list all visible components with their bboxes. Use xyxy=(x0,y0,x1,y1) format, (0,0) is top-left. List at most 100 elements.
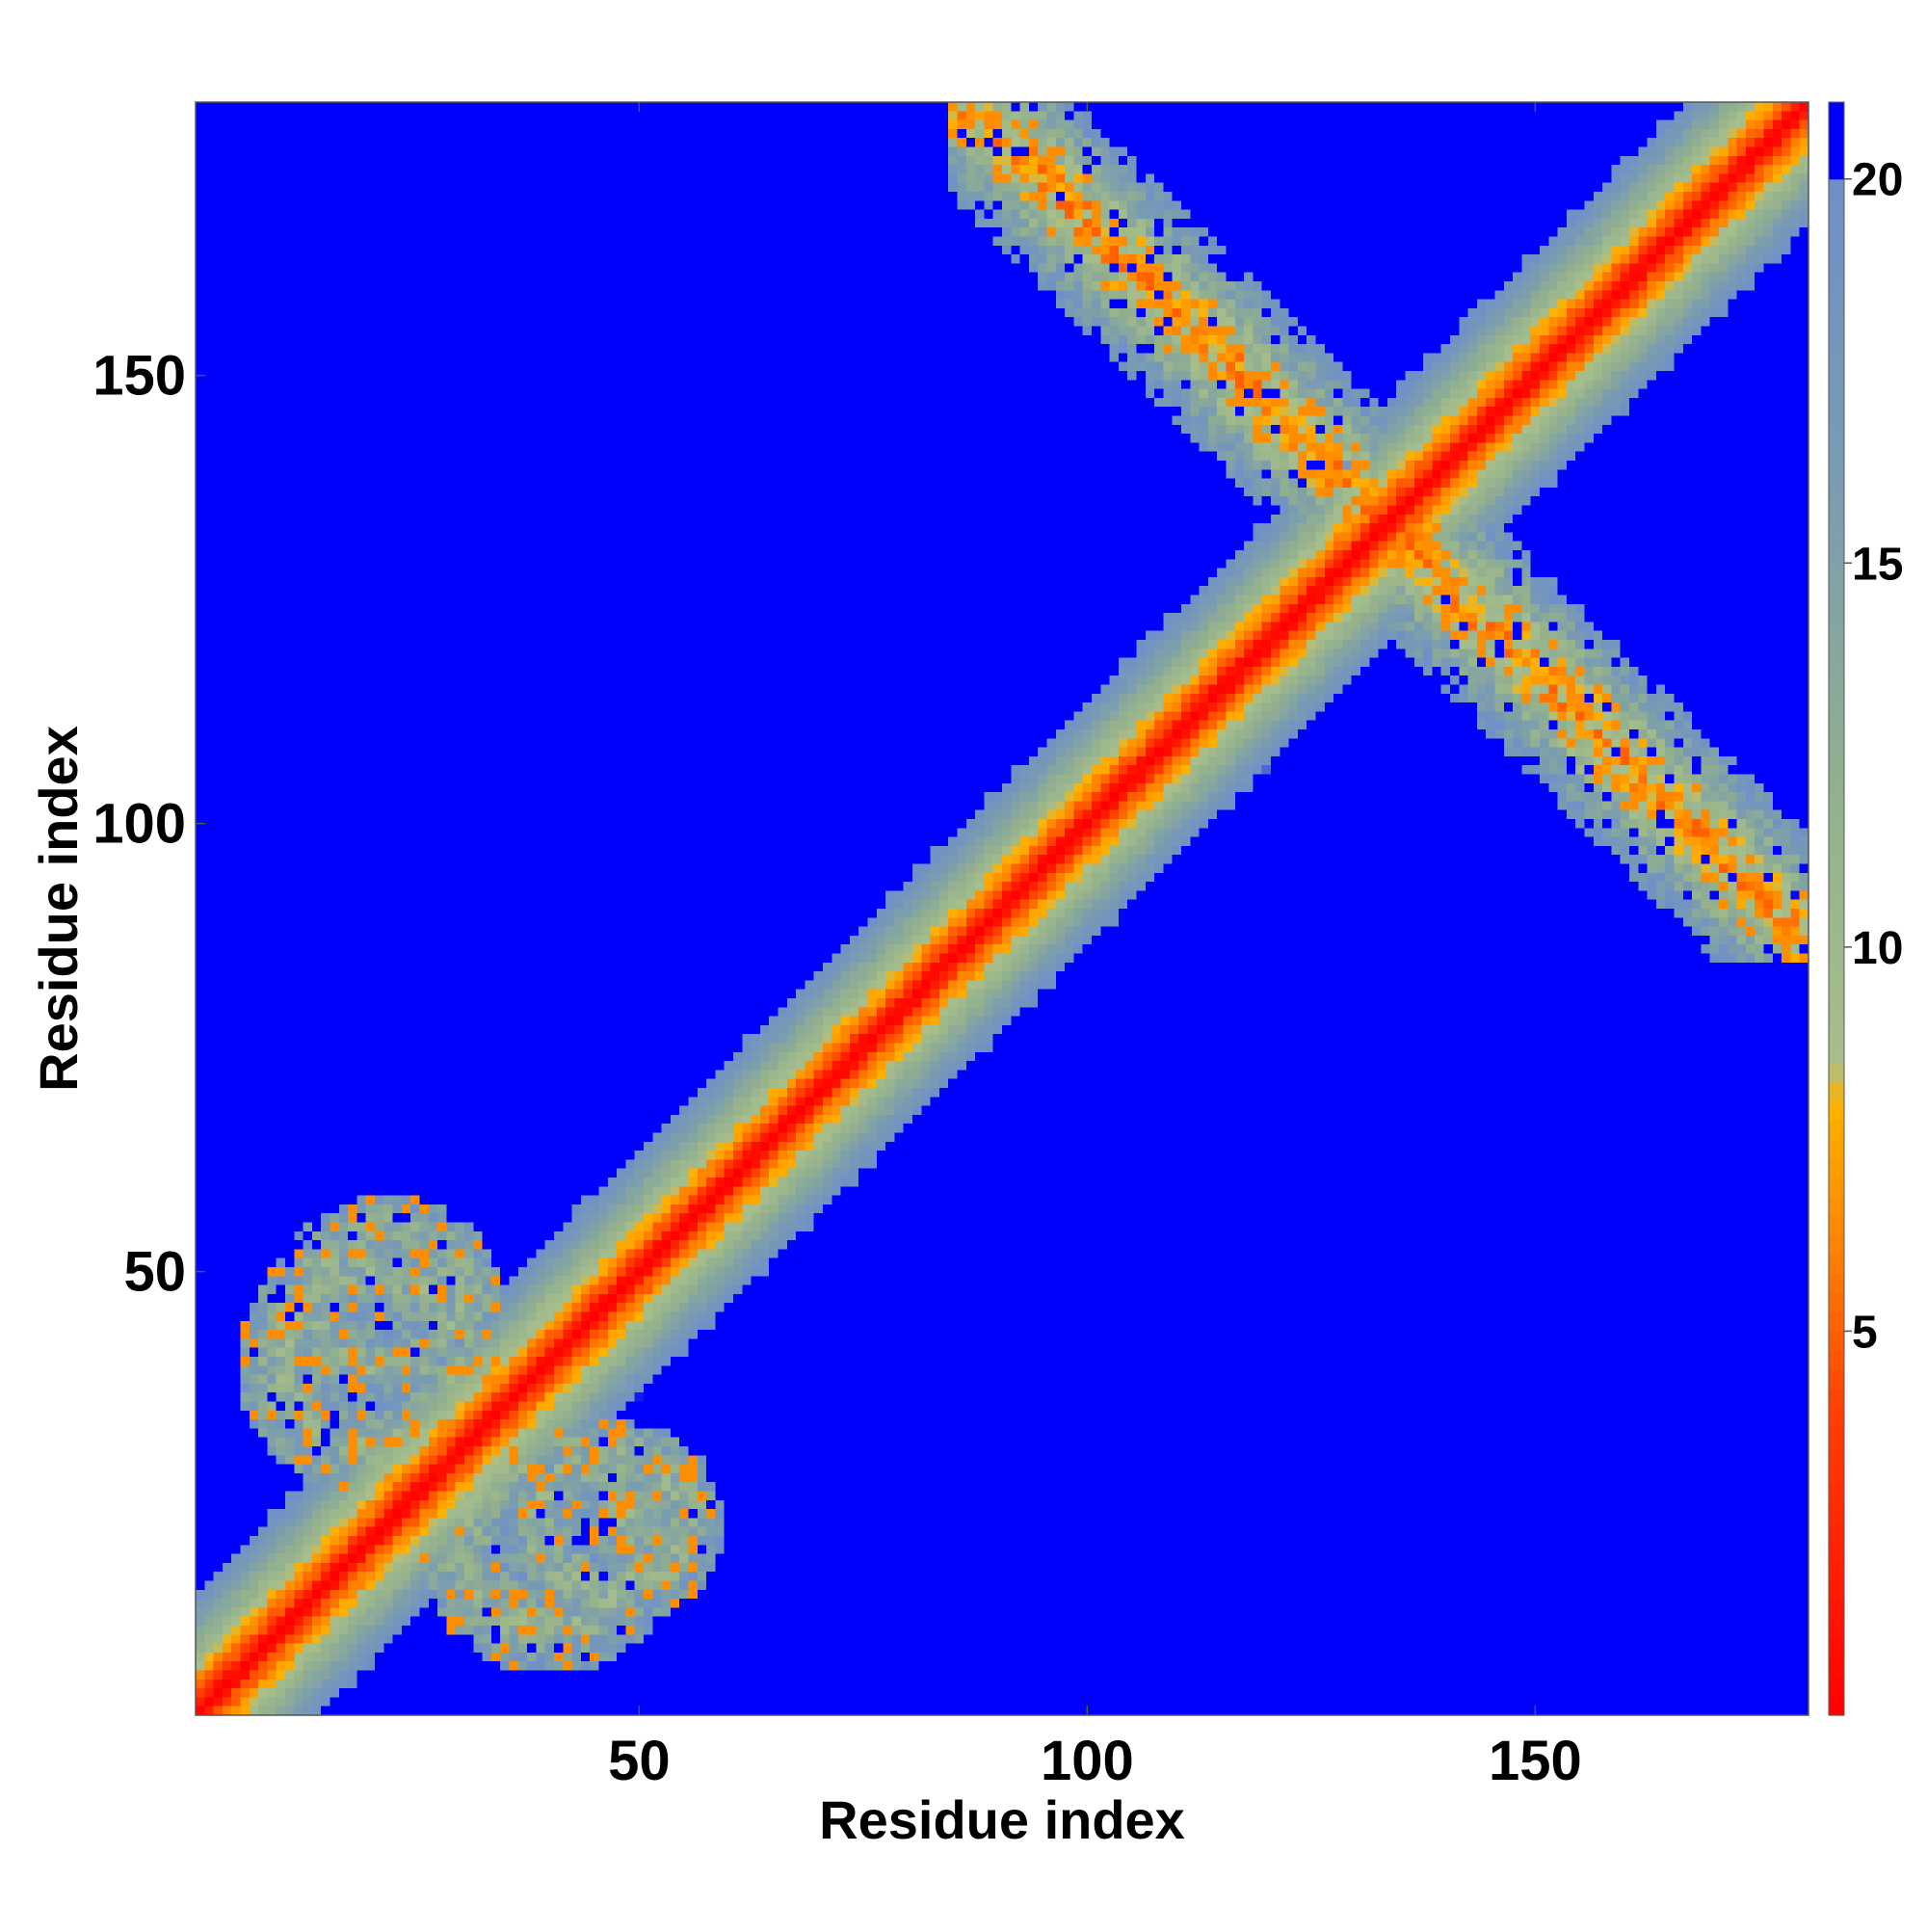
colorbar-segment xyxy=(1829,120,1844,142)
colorbar-segment xyxy=(1829,621,1844,641)
colorbar-segment xyxy=(1829,1389,1844,1409)
colorbar-segment xyxy=(1829,1657,1844,1678)
y-axis-title: Residue index xyxy=(28,726,89,1092)
colorbar-segment xyxy=(1829,1178,1844,1198)
colorbar-segment xyxy=(1829,178,1844,199)
colorbar-segment xyxy=(1829,294,1844,314)
colorbar-segment xyxy=(1829,1580,1844,1601)
colorbar-segment xyxy=(1829,1234,1844,1256)
colorbar-segment xyxy=(1829,389,1844,410)
colorbar-segment xyxy=(1829,524,1844,544)
heatmap-cells xyxy=(196,102,1808,1715)
colorbar-segment xyxy=(1829,640,1844,660)
colorbar-segment xyxy=(1829,1311,1844,1333)
colorbar-segment xyxy=(1829,236,1844,257)
colorbar-segment xyxy=(1829,851,1844,871)
colorbar-segment xyxy=(1829,1677,1844,1697)
colorbar-segment xyxy=(1829,677,1844,699)
colorbar-segment xyxy=(1829,371,1844,391)
colorbar-segment xyxy=(1829,946,1844,967)
colorbar-segment xyxy=(1829,1465,1844,1486)
colorbar-segment xyxy=(1829,1062,1844,1082)
colorbar-segment xyxy=(1829,1100,1844,1121)
colorbar-segment xyxy=(1829,870,1844,890)
colorbar-segment xyxy=(1829,1350,1844,1370)
colorbar-segment xyxy=(1829,466,1844,488)
colorbar-segment xyxy=(1829,1446,1844,1467)
colorbar-segment xyxy=(1829,889,1844,910)
colorbar-segment xyxy=(1829,1638,1844,1658)
colorbar-segment xyxy=(1829,409,1844,430)
x-tick-label: 100 xyxy=(1041,1730,1134,1792)
colorbar-segment xyxy=(1829,217,1844,238)
x-tick-label: 50 xyxy=(608,1730,671,1792)
colorbar-segment xyxy=(1829,1561,1844,1582)
colorbar-segment xyxy=(1829,832,1844,852)
colorbar-segment xyxy=(1829,428,1844,449)
colorbar-segment xyxy=(1829,1522,1844,1544)
colorbar-segment xyxy=(1829,486,1844,507)
colorbar-segment xyxy=(1829,1273,1844,1294)
colorbar-tick-label: 20 xyxy=(1852,155,1903,206)
colorbar-segment xyxy=(1829,1023,1844,1045)
colorbar-segment xyxy=(1829,505,1844,526)
colorbar-segment xyxy=(1829,543,1844,564)
colorbar-segment xyxy=(1829,1292,1844,1313)
y-tick-label: 150 xyxy=(92,345,186,408)
colorbar-segment xyxy=(1829,582,1844,602)
colorbar-segment xyxy=(1829,909,1844,929)
colorbar-segment xyxy=(1829,447,1844,468)
y-tick-label: 100 xyxy=(92,793,186,856)
colorbar-segment xyxy=(1829,1196,1844,1217)
colorbar-tick-label: 5 xyxy=(1852,1307,1878,1358)
colorbar-segment xyxy=(1829,332,1844,353)
colorbar-segment xyxy=(1829,1139,1844,1159)
colorbar-segment xyxy=(1829,1004,1844,1025)
colorbar-segment xyxy=(1829,1542,1844,1563)
colorbar-frame xyxy=(1828,101,1845,1716)
colorbar-segment xyxy=(1829,1081,1844,1101)
x-tick-label: 150 xyxy=(1489,1730,1582,1792)
colorbar-segment xyxy=(1829,1600,1844,1620)
colorbar-segment xyxy=(1829,1254,1844,1275)
colorbar-segment xyxy=(1829,255,1844,276)
colorbar-segment xyxy=(1829,1427,1844,1447)
plot-frame xyxy=(195,101,1809,1716)
colorbar-segment xyxy=(1829,793,1844,813)
colorbar-segment xyxy=(1829,352,1844,372)
colorbar-segment xyxy=(1829,1484,1844,1505)
heatmap-layer xyxy=(196,102,1808,1715)
colorbar-segment xyxy=(1829,985,1844,1006)
colorbar-segment xyxy=(1829,140,1844,161)
colorbar-segment xyxy=(1829,658,1844,679)
colorbar-segment xyxy=(1829,774,1844,795)
colorbar: 5 10 15 20 xyxy=(1828,101,1903,1716)
colorbar-segment xyxy=(1829,1043,1844,1064)
axis-layer: 50 100 150 50 100 150 xyxy=(92,102,1582,1792)
colorbar-segment xyxy=(1829,1696,1844,1716)
colorbar-segment xyxy=(1829,1120,1844,1140)
colorbar-segment xyxy=(1829,754,1844,776)
colorbar-segment xyxy=(1829,716,1844,737)
colorbar-segment xyxy=(1829,102,1844,122)
colorbar-segment xyxy=(1829,1503,1844,1524)
colorbar-segment xyxy=(1829,159,1844,180)
colorbar-segment xyxy=(1829,812,1844,833)
colorbar-segment xyxy=(1829,966,1844,987)
colorbar-segment xyxy=(1829,1619,1844,1639)
colorbar-tick-label: 15 xyxy=(1852,539,1903,590)
colorbar-segment xyxy=(1829,275,1844,295)
colorbar-segment xyxy=(1829,735,1844,756)
colorbar-segment xyxy=(1829,697,1844,718)
colorbar-tick-label: 10 xyxy=(1852,923,1903,974)
colorbar-segment xyxy=(1829,1158,1844,1178)
colorbar-segment xyxy=(1829,1331,1844,1351)
colorbar-segment xyxy=(1829,927,1844,948)
colorbar-segment xyxy=(1829,1408,1844,1428)
colorbar-segment xyxy=(1829,1215,1844,1236)
colorbar-segment xyxy=(1829,313,1844,333)
colorbar-segment xyxy=(1829,601,1844,622)
colorbar-segment xyxy=(1829,1369,1844,1389)
